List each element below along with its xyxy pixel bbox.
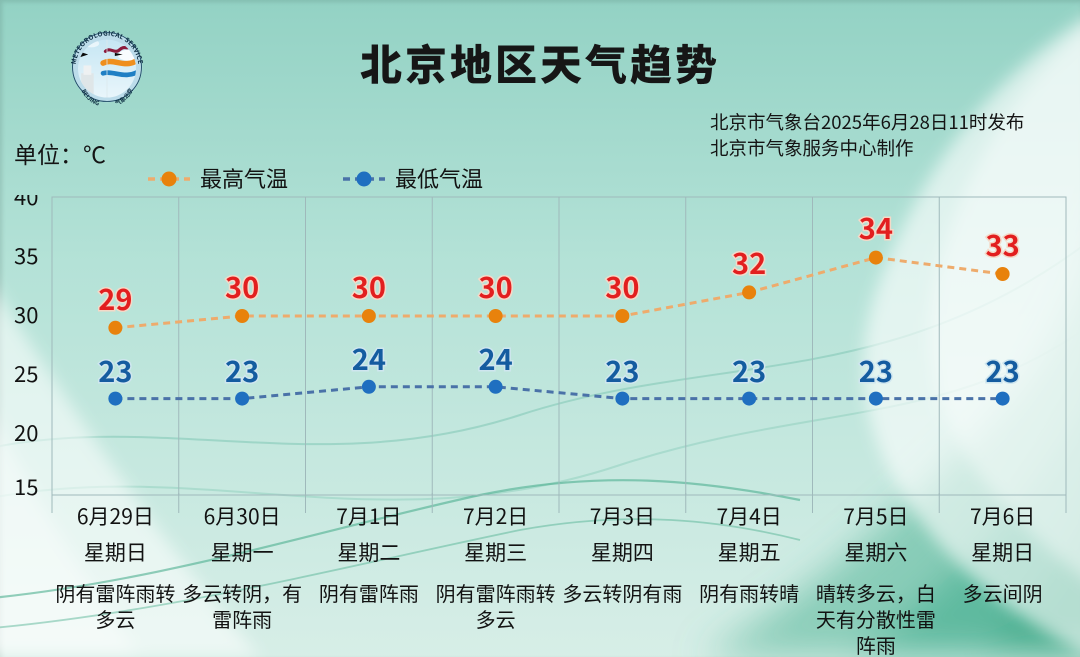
svg-text:30: 30 bbox=[225, 265, 259, 307]
svg-text:30: 30 bbox=[14, 298, 38, 330]
svg-text:32: 32 bbox=[732, 241, 766, 283]
svg-text:34: 34 bbox=[859, 206, 893, 248]
svg-text:33: 33 bbox=[986, 223, 1020, 265]
svg-text:24: 24 bbox=[479, 337, 513, 379]
svg-text:23: 23 bbox=[986, 349, 1020, 391]
svg-text:23: 23 bbox=[859, 349, 893, 391]
svg-text:23: 23 bbox=[98, 349, 132, 391]
svg-text:23: 23 bbox=[732, 349, 766, 391]
svg-text:30: 30 bbox=[605, 265, 639, 307]
svg-text:30: 30 bbox=[352, 265, 386, 307]
svg-text:29: 29 bbox=[98, 277, 132, 319]
svg-text:35: 35 bbox=[14, 239, 38, 271]
svg-text:30: 30 bbox=[479, 265, 513, 307]
svg-text:25: 25 bbox=[14, 357, 38, 389]
svg-text:23: 23 bbox=[605, 349, 639, 391]
svg-text:23: 23 bbox=[225, 349, 259, 391]
svg-text:24: 24 bbox=[352, 337, 386, 379]
svg-text:20: 20 bbox=[14, 416, 38, 448]
svg-text:最高气温: 最高气温 bbox=[200, 163, 288, 194]
svg-text:40: 40 bbox=[14, 195, 38, 212]
svg-text:最低气温: 最低气温 bbox=[395, 163, 483, 194]
